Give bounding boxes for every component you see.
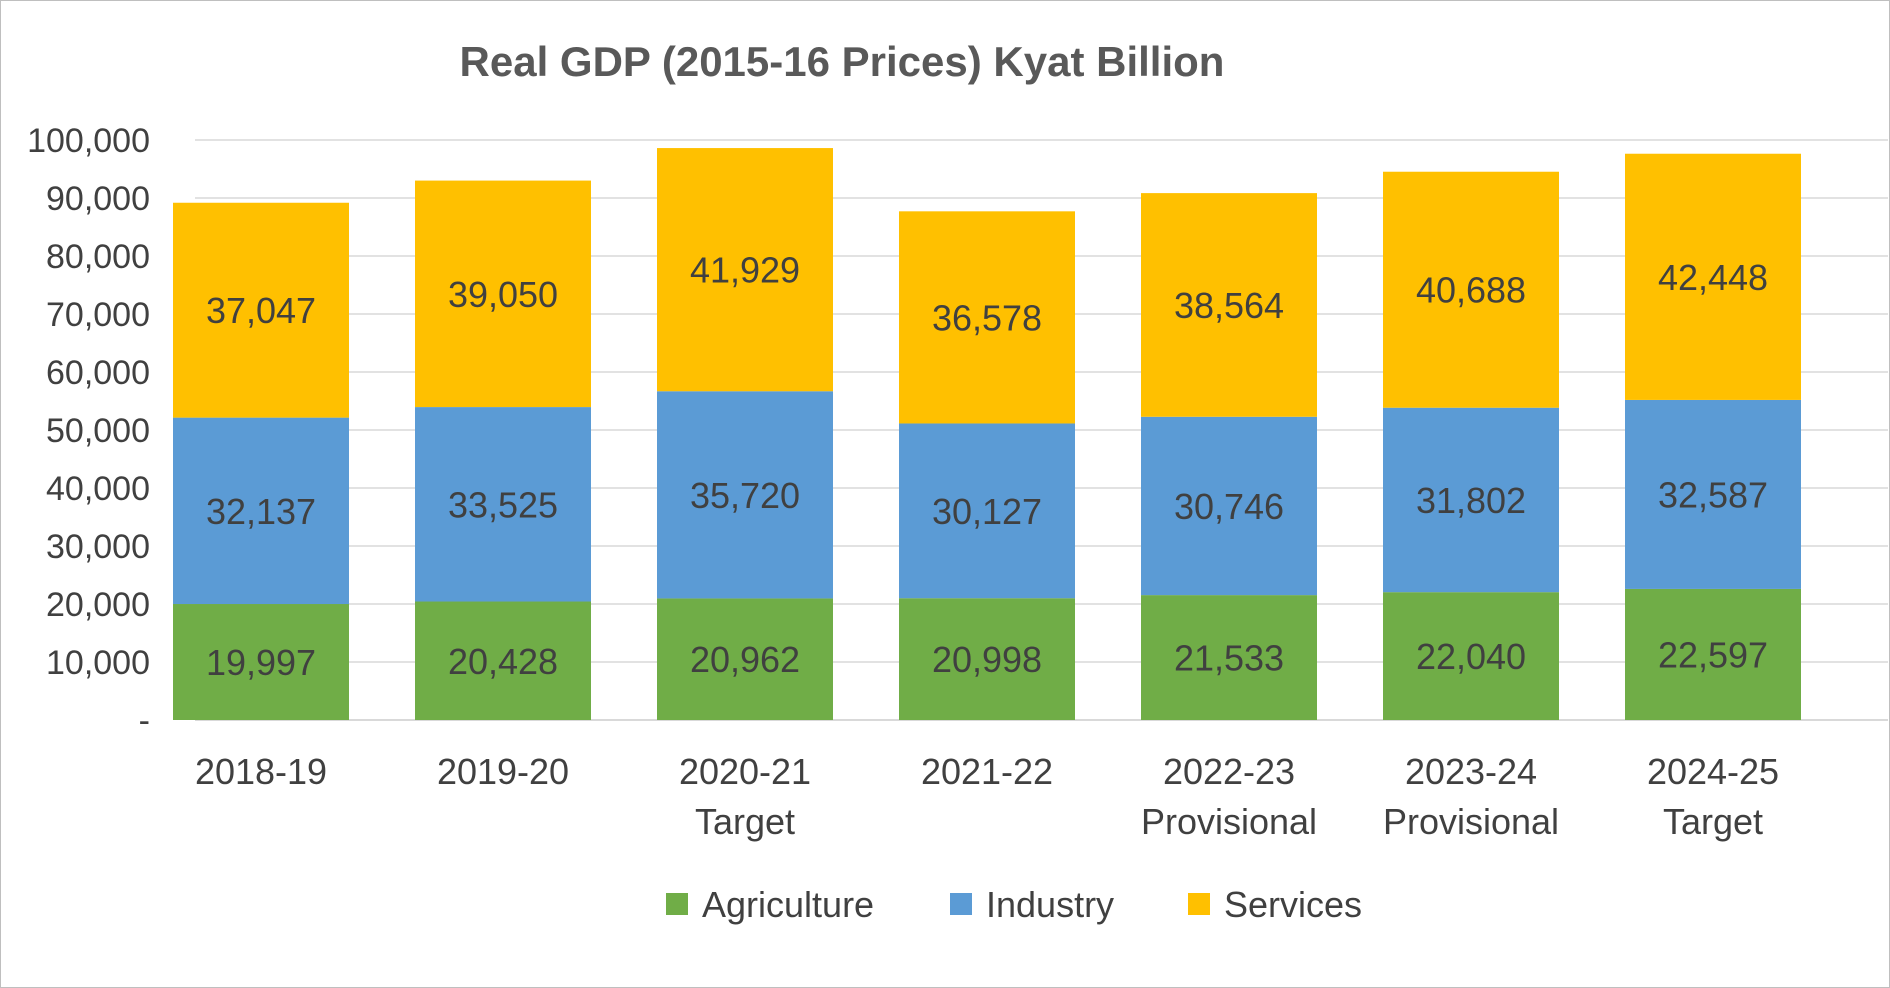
data-label-industry: 31,802	[1416, 480, 1526, 521]
data-label-services: 36,578	[932, 297, 1042, 338]
y-tick-label: 40,000	[46, 470, 150, 508]
bar-services	[1383, 171, 1559, 408]
bar-services	[899, 211, 1075, 424]
data-label-industry: 32,137	[206, 491, 316, 532]
y-tick-label: 90,000	[46, 180, 150, 218]
data-label-agriculture: 21,533	[1174, 638, 1284, 679]
data-label-agriculture: 20,998	[932, 639, 1042, 680]
legend-swatch-services	[1188, 893, 1210, 915]
bar-services	[415, 180, 591, 408]
y-tick-label: 30,000	[46, 528, 150, 566]
bar-industry	[1625, 399, 1801, 589]
y-tick-label: 60,000	[46, 354, 150, 392]
x-tick-label: 2019-20	[437, 751, 569, 792]
data-label-industry: 30,746	[1174, 486, 1284, 527]
data-label-agriculture: 22,040	[1416, 636, 1526, 677]
y-tick-label: 100,000	[27, 122, 150, 160]
bar-agriculture	[173, 604, 349, 720]
x-tick-label: 2018-19	[195, 751, 327, 792]
bar-agriculture	[1625, 588, 1801, 720]
data-label-industry: 32,587	[1658, 474, 1768, 515]
y-tick-label: 10,000	[46, 644, 150, 682]
bar-industry	[1383, 407, 1559, 593]
legend-label-industry: Industry	[986, 884, 1114, 925]
bar-services	[173, 202, 349, 418]
bar-agriculture	[1141, 595, 1317, 720]
data-label-industry: 33,525	[448, 484, 558, 525]
data-label-agriculture: 20,428	[448, 641, 558, 682]
bar-industry	[1141, 416, 1317, 596]
bar-agriculture	[899, 598, 1075, 720]
bar-industry	[415, 407, 591, 602]
data-label-agriculture: 22,597	[1658, 634, 1768, 675]
y-axis-ticks: - 10,000 20,000 30,000 40,000 50,000 60,000 70,…	[27, 122, 150, 740]
data-label-services: 40,688	[1416, 270, 1526, 311]
data-label-services: 37,047	[206, 290, 316, 331]
x-tick-label: 2024-25	[1647, 751, 1779, 792]
data-label-services: 41,929	[690, 250, 800, 291]
x-axis-ticks: 2018-19 2019-20 2020-21 Target 2021-22 2022-2…	[195, 751, 1779, 842]
x-tick-label: 2022-23	[1163, 751, 1295, 792]
legend-swatch-agriculture	[666, 893, 688, 915]
x-tick-label: Target	[1663, 801, 1763, 842]
bar-industry	[899, 423, 1075, 599]
x-tick-label: 2020-21	[679, 751, 811, 792]
bar-agriculture	[657, 598, 833, 720]
data-label-industry: 35,720	[690, 475, 800, 516]
y-tick-label: 20,000	[46, 586, 150, 624]
legend-swatch-industry	[950, 893, 972, 915]
bar-industry	[657, 391, 833, 599]
bar-industry	[173, 417, 349, 605]
x-tick-label: Provisional	[1141, 801, 1317, 842]
data-label-services: 42,448	[1658, 257, 1768, 298]
x-tick-label: Target	[695, 801, 795, 842]
y-tick-label: -	[139, 702, 150, 740]
y-tick-label: 80,000	[46, 238, 150, 276]
data-label-services: 39,050	[448, 274, 558, 315]
data-label-agriculture: 20,962	[690, 639, 800, 680]
x-tick-label: 2021-22	[921, 751, 1053, 792]
legend-label-agriculture: Agriculture	[702, 884, 874, 925]
x-tick-label: Provisional	[1383, 801, 1559, 842]
data-labels: 19,997 32,137 37,047 20,428 33,525 39,050 20,9…	[206, 250, 1768, 683]
chart-title: Real GDP (2015-16 Prices) Kyat Billion	[460, 38, 1225, 85]
data-label-industry: 30,127	[932, 491, 1042, 532]
bar-agriculture	[1383, 592, 1559, 720]
bar-services	[1141, 193, 1317, 417]
x-tick-label: 2023-24	[1405, 751, 1537, 792]
y-tick-label: 50,000	[46, 412, 150, 450]
legend-label-services: Services	[1224, 884, 1362, 925]
bar-services	[1625, 153, 1801, 400]
bar-agriculture	[415, 601, 591, 720]
bar-services	[657, 148, 833, 392]
y-tick-label: 70,000	[46, 296, 150, 334]
data-label-services: 38,564	[1174, 285, 1284, 326]
legend: Agriculture Industry Services	[666, 884, 1362, 925]
data-label-agriculture: 19,997	[206, 642, 316, 683]
bars	[173, 148, 1801, 720]
